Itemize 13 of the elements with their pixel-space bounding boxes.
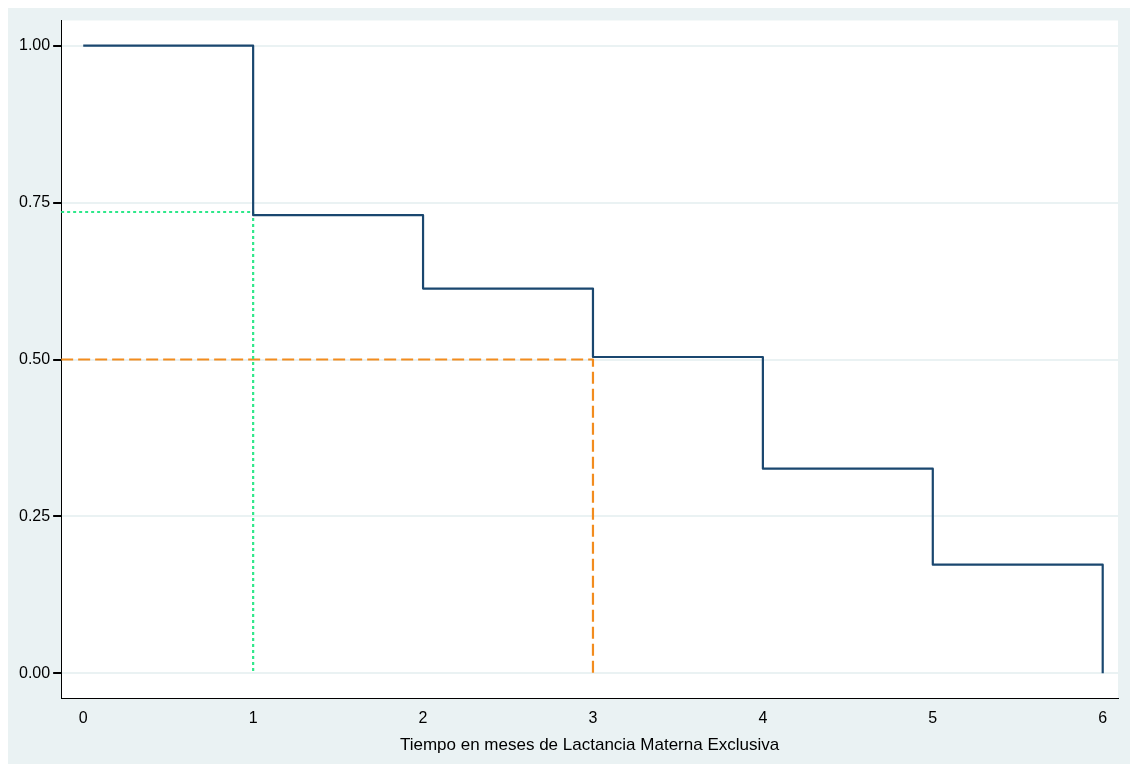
y-tick-label: 0.75 <box>19 193 51 211</box>
y-tick-label: 0.50 <box>19 349 51 367</box>
x-tick-label: 0 <box>78 709 88 727</box>
x-tick-label: 5 <box>928 709 938 727</box>
y-tick-label: 1.00 <box>19 36 51 54</box>
x-tick-label: 2 <box>418 709 428 727</box>
x-tick-label: 4 <box>758 709 768 727</box>
x-tick-label: 6 <box>1098 709 1108 727</box>
x-tick-label: 3 <box>588 709 598 727</box>
y-tick-label: 0.25 <box>19 506 51 524</box>
x-tick-label: 1 <box>248 709 258 727</box>
y-tick-label: 0.00 <box>19 663 51 681</box>
x-axis-title: Tiempo en meses de Lactancia Materna Exclusiva <box>399 735 780 755</box>
